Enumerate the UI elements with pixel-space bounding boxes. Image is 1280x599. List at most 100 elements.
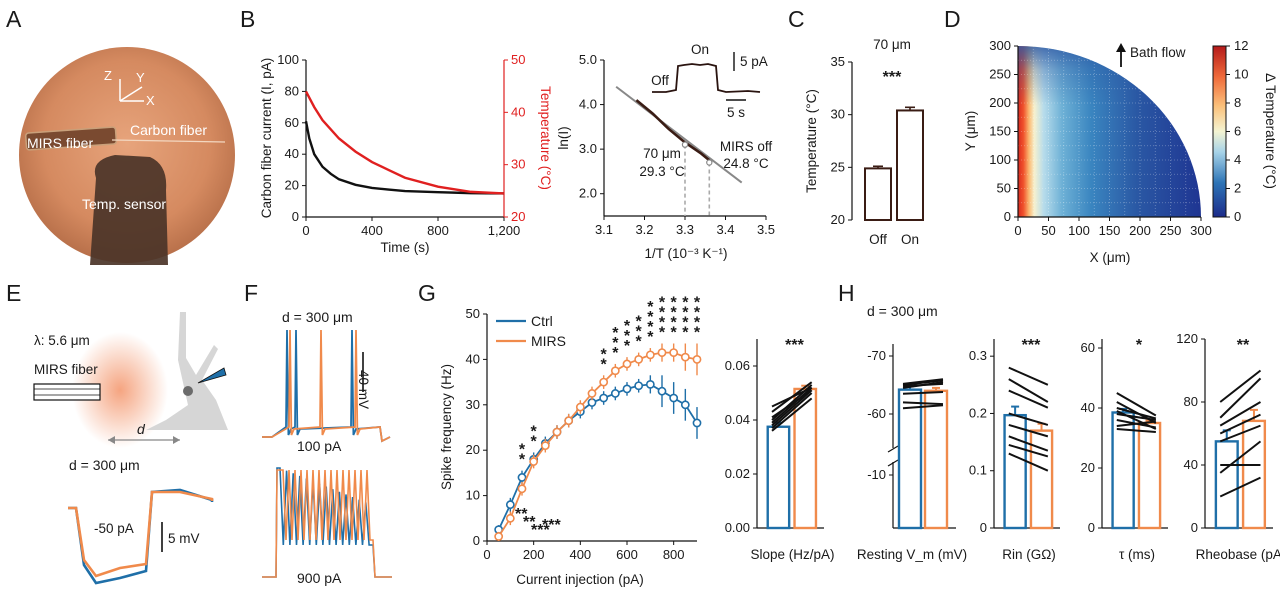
panel-label-d: D xyxy=(944,6,961,32)
mirs-fiber-shape xyxy=(25,126,118,151)
b-left-y2tick-label: 40 xyxy=(511,104,525,119)
lambda-label: λ: 5.6 μm xyxy=(34,333,90,348)
H-tau-bar-mirs xyxy=(1137,421,1162,530)
d-xtick-label: 0 xyxy=(1014,223,1021,238)
G-right-ytick-label: 0.00 xyxy=(725,520,750,535)
colorbar-tick-label: 12 xyxy=(1234,38,1248,53)
H-rheobase-paired-line xyxy=(1219,476,1261,498)
b-left-ylabel2: Temperature (°C) xyxy=(538,86,553,190)
series-mirs-line xyxy=(497,351,698,537)
colorbar-label: Δ Temperature (°C) xyxy=(1263,73,1278,189)
inset-trace xyxy=(652,63,761,93)
sig-star-top: * xyxy=(694,315,701,332)
b-left-xtick-label: 400 xyxy=(361,223,383,238)
G-right-paired-line xyxy=(771,397,813,432)
fit-line xyxy=(615,85,743,184)
c-ytick-label: 30 xyxy=(831,107,845,122)
sig-star-top: * xyxy=(694,305,701,322)
colorbar-tick-label: 10 xyxy=(1234,67,1248,82)
h-resting-ytick-label: -10 xyxy=(867,467,886,482)
distance-symbol: d xyxy=(137,421,146,437)
panel-label-c: C xyxy=(788,6,805,32)
H-rheobase-paired-line xyxy=(1219,440,1262,474)
h-resting-axis-break xyxy=(887,445,899,453)
b-left-y2tick-label: 20 xyxy=(511,209,525,224)
distance-label-e: d = 300 μm xyxy=(69,457,140,473)
inset-off-label: Off xyxy=(651,73,669,88)
series-ctrl-point xyxy=(599,393,609,403)
series-mirs-point xyxy=(505,513,515,523)
h-resting-paired-line xyxy=(902,401,944,406)
series-temperature-line xyxy=(304,90,505,195)
sig-star-top: * xyxy=(647,309,654,326)
series-mirs-point xyxy=(575,402,585,412)
d-xtick-label: 150 xyxy=(1099,223,1121,238)
b-left-ytick-label: 80 xyxy=(285,83,299,98)
H-rin-xlabel: Rin (GΩ) xyxy=(1002,547,1056,562)
H-tau-ytick-label: 60 xyxy=(1081,340,1095,355)
g-xtick-label: 0 xyxy=(483,547,490,562)
c-bar-on xyxy=(896,109,924,221)
sig-star-top: * xyxy=(659,305,666,322)
trace-mirs-900pa xyxy=(262,469,392,578)
g-xtick-label: 800 xyxy=(663,547,685,562)
b-right-xtick-label: 3.5 xyxy=(757,222,775,237)
mirs-fiber-label: MIRS fiber xyxy=(27,135,93,151)
H-rheobase-paired-line xyxy=(1219,401,1261,427)
H-rheobase-paired-line xyxy=(1219,413,1261,435)
H-tau-ytick-label: 0 xyxy=(1088,520,1095,535)
g-xtick-label: 400 xyxy=(569,547,591,562)
d-ytick-label: 200 xyxy=(989,95,1011,110)
trace-mirs-100pa xyxy=(262,329,391,443)
legend-g: Ctrl MIRS xyxy=(496,313,566,349)
c-ytick-label: 20 xyxy=(831,212,845,227)
colorbar-tick-label: 6 xyxy=(1234,124,1241,139)
G-right-sig: *** xyxy=(785,337,804,354)
G-right-bar-ctrl xyxy=(766,425,791,530)
d-xtick-label: 50 xyxy=(1041,223,1055,238)
series-mirs-point xyxy=(645,350,655,360)
sig-star-top: * xyxy=(636,324,643,341)
series-mirs-point xyxy=(529,457,539,466)
H-rin-paired-line xyxy=(1008,378,1049,403)
H-rin-paired-line xyxy=(1008,435,1049,452)
b-right-ytick-label: 2.0 xyxy=(579,186,597,201)
H-tau-ytick-label: 20 xyxy=(1081,460,1095,475)
series-ctrl-point xyxy=(622,384,632,394)
sig-star-top: * xyxy=(682,325,689,342)
fiber-outline xyxy=(33,383,101,401)
h-resting-bar-mirs xyxy=(923,389,949,530)
colorbar-tick-label: 8 xyxy=(1234,95,1241,110)
b-left-xlabel: Time (s) xyxy=(381,240,430,255)
sig-star-bottom: *** xyxy=(542,517,561,534)
sig-star-top: * xyxy=(624,318,631,335)
series-ctrl-point xyxy=(692,418,702,428)
g-xtick-label: 600 xyxy=(616,547,638,562)
sig-star-top: * xyxy=(531,423,538,440)
neuron-shape xyxy=(146,312,228,430)
sig-star-top: * xyxy=(671,305,678,322)
b-right-ytick-label: 3.0 xyxy=(579,141,597,156)
series-mirs-point xyxy=(552,427,562,437)
H-rheobase-ytick-label: 120 xyxy=(1176,331,1198,346)
panel-label-b: B xyxy=(240,6,255,32)
g-ytick-label: 40 xyxy=(466,351,480,366)
panel-a-photo: Z Y X MIRS fiber Carbon fiber Temp. sens… xyxy=(19,47,235,265)
d-ytick-label: 50 xyxy=(997,181,1011,196)
g-ytick-label: 0 xyxy=(473,533,480,548)
H-rheobase-bar-mirs xyxy=(1241,419,1267,530)
sig-star-top: * xyxy=(659,325,666,342)
traces-100pa xyxy=(262,329,391,443)
series-mirs-point xyxy=(680,352,690,362)
H-rheobase-paired-line xyxy=(1219,424,1261,443)
marker-70um-temp: 29.3 °C xyxy=(639,164,684,179)
marker-70um-label: 70 μm xyxy=(643,146,681,161)
G-right-ytick-label: 0.04 xyxy=(725,412,750,427)
inset-scale-x-label: 5 s xyxy=(727,105,745,120)
fiber-label: MIRS fiber xyxy=(34,362,98,377)
b-left-y2tick-label: 30 xyxy=(511,157,525,172)
H-rin-bar-ctrl xyxy=(1003,413,1027,530)
h-resting-bar-ctrl xyxy=(897,388,923,530)
series-mirs-point xyxy=(657,348,667,357)
h-resting-ytick-label: -70 xyxy=(867,348,886,363)
